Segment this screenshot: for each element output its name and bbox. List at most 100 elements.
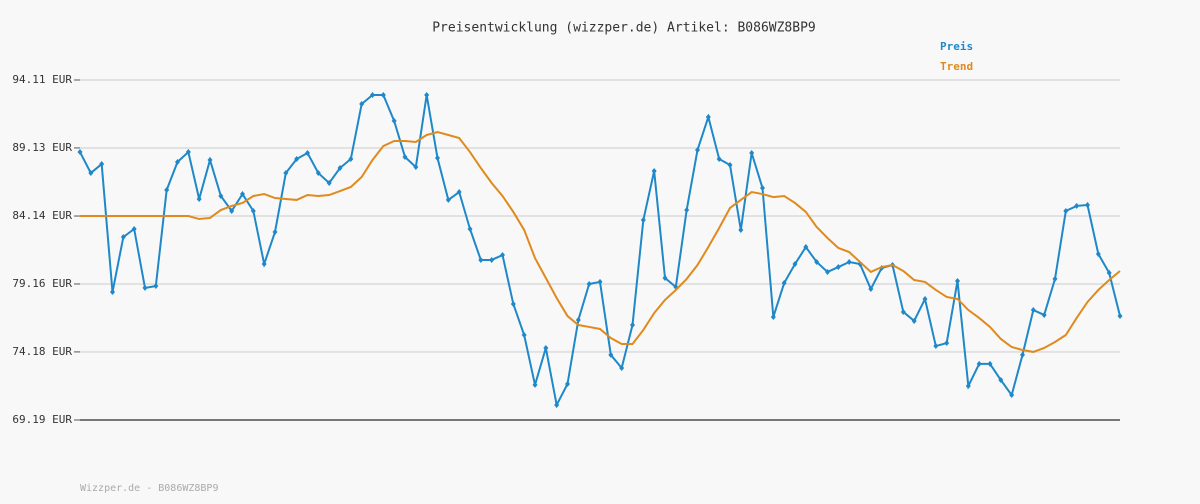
data-point — [1074, 202, 1080, 209]
data-point — [435, 155, 440, 162]
data-point — [760, 185, 765, 192]
data-point — [131, 225, 137, 232]
data-point — [933, 343, 939, 350]
data-point — [684, 207, 690, 214]
data-point — [868, 286, 874, 293]
data-point — [608, 351, 614, 358]
data-point — [987, 360, 993, 367]
data-point — [99, 161, 105, 168]
data-point — [1117, 313, 1123, 320]
footer: Wizzper.de - B086WZ8BP9 — [80, 483, 218, 494]
data-point — [955, 277, 960, 284]
data-point — [337, 165, 343, 172]
data-point — [478, 256, 484, 263]
data-point — [521, 332, 527, 338]
data-point — [445, 196, 451, 203]
chart-title: Preisentwicklung (wizzper.de) Artikel: B… — [432, 21, 816, 36]
data-point — [218, 192, 224, 199]
data-point — [370, 92, 375, 99]
data-point — [88, 170, 94, 177]
data-point — [586, 280, 592, 287]
data-point — [770, 313, 776, 320]
data-point — [326, 180, 332, 187]
data-point — [1095, 250, 1101, 257]
data-point — [922, 295, 928, 302]
data-point — [727, 162, 733, 168]
data-point — [315, 170, 321, 177]
data-point — [175, 158, 180, 165]
data-point — [424, 92, 430, 99]
y-tick-label: 69.19 EUR — [12, 413, 72, 426]
data-point — [348, 155, 354, 162]
series-line — [79, 94, 1121, 409]
data-point — [597, 278, 603, 285]
data-point — [944, 340, 950, 347]
data-point — [164, 186, 170, 193]
data-point — [619, 365, 625, 372]
data-point — [272, 228, 278, 235]
data-point — [229, 207, 235, 214]
data-point — [456, 189, 462, 196]
data-point — [965, 383, 971, 390]
data-point — [510, 301, 516, 308]
data-point — [1106, 269, 1112, 276]
data-point — [240, 191, 245, 198]
y-tick-label: 84.14 EUR — [12, 209, 72, 222]
data-point — [1063, 207, 1069, 214]
data-point — [391, 117, 397, 124]
data-point — [250, 207, 256, 214]
legend-label: Trend — [940, 60, 973, 73]
data-point — [900, 308, 906, 315]
data-point — [662, 274, 668, 281]
data-point — [380, 92, 386, 99]
data-point — [1020, 351, 1025, 358]
data-point — [835, 264, 841, 271]
data-point — [911, 317, 917, 324]
data-point — [294, 155, 300, 162]
data-point — [207, 156, 213, 163]
data-point — [532, 381, 538, 388]
data-point — [565, 380, 570, 387]
data-point — [1052, 275, 1058, 282]
data-point — [1085, 201, 1090, 208]
data-point — [554, 401, 560, 408]
data-point — [781, 280, 787, 287]
data-point — [283, 170, 289, 177]
data-point — [120, 234, 126, 241]
data-point — [261, 261, 267, 268]
data-point — [77, 149, 83, 156]
data-point — [651, 168, 657, 175]
data-point — [467, 225, 473, 232]
data-point — [153, 283, 159, 290]
data-point — [803, 243, 809, 250]
data-point — [575, 316, 581, 323]
data-point — [846, 259, 852, 266]
data-point — [630, 322, 635, 329]
data-point — [695, 146, 700, 153]
data-point — [976, 360, 982, 367]
data-point — [196, 195, 202, 202]
data-point — [110, 289, 115, 296]
data-point — [792, 261, 798, 268]
data-point — [359, 101, 365, 108]
data-point — [142, 284, 148, 291]
y-tick-label: 89.13 EUR — [12, 141, 72, 154]
y-tick-label: 94.11 EUR — [12, 73, 72, 86]
data-point — [543, 344, 549, 351]
y-tick-label: 79.16 EUR — [12, 277, 72, 290]
y-tick-label: 74.18 EUR — [12, 345, 72, 358]
legend-label: Preis — [940, 40, 973, 53]
data-point — [1009, 392, 1015, 399]
data-point — [413, 164, 419, 171]
data-point — [185, 149, 191, 156]
data-point — [305, 149, 310, 156]
data-point — [814, 259, 820, 266]
data-point — [825, 268, 830, 275]
data-point — [716, 155, 722, 162]
data-point — [998, 377, 1004, 384]
data-point — [1041, 311, 1047, 318]
data-point — [489, 256, 495, 263]
series-line — [80, 130, 1121, 353]
